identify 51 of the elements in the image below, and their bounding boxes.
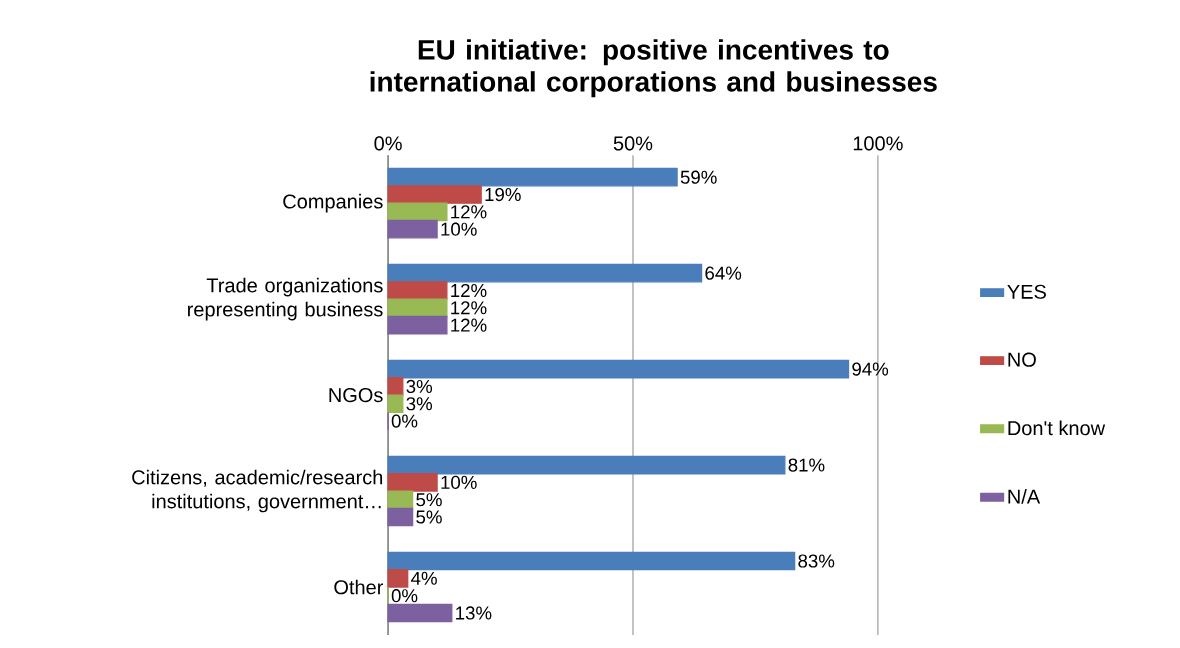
data-label: 83% (798, 554, 835, 568)
data-label: 5% (416, 493, 442, 507)
data-label: 94% (852, 362, 889, 376)
data-label: 81% (788, 458, 825, 472)
y-tick-label: Trade organizations representing business (188, 277, 383, 321)
chart-title: EU initiative: positive incentives to international corporations and businesses (370, 39, 937, 98)
data-label: 4% (411, 571, 437, 585)
data-label: 12% (451, 318, 487, 332)
bar (387, 202, 448, 222)
data-label: 59% (680, 170, 717, 184)
bar (387, 394, 404, 413)
data-label: 0% (391, 414, 418, 428)
bar (387, 455, 786, 475)
data-label: 12% (451, 205, 487, 219)
y-tick-label: NGOs (329, 387, 383, 403)
x-tick-label: 0% (374, 136, 402, 151)
data-label: 12% (451, 283, 487, 297)
data-label: 10% (441, 222, 477, 236)
bar (387, 568, 409, 588)
legend-label: YES (1007, 284, 1046, 299)
bar (387, 359, 850, 379)
data-label: 10% (441, 475, 477, 489)
y-tick-label: Companies (283, 193, 383, 213)
bar (387, 298, 448, 318)
data-label: 3% (406, 397, 433, 411)
bar (387, 167, 678, 187)
data-label: 5% (416, 510, 442, 524)
x-tick-label: 100% (853, 136, 903, 151)
bar (387, 376, 404, 396)
bar (387, 281, 448, 300)
bar (387, 472, 438, 492)
data-label: 0% (391, 588, 418, 603)
y-tick-label: Other (334, 579, 384, 595)
y-tick-label: Citizens, academic/research institutions, government… (132, 469, 383, 513)
bar (387, 263, 703, 283)
data-label: 13% (456, 606, 492, 620)
data-label: 64% (705, 266, 742, 280)
bar (387, 507, 414, 527)
legend-label: N/A (1008, 488, 1041, 504)
data-label: 19% (485, 187, 521, 202)
bar (387, 603, 453, 623)
legend-label: NO (1008, 352, 1036, 367)
x-tick-label: 50% (613, 136, 653, 151)
bar (387, 219, 438, 239)
bar (387, 490, 414, 509)
bar (387, 551, 796, 571)
data-label: 12% (451, 301, 487, 315)
bar (387, 185, 482, 204)
data-label: 3% (406, 379, 433, 393)
legend-label: Don't know (1008, 420, 1106, 436)
bar (387, 315, 448, 335)
